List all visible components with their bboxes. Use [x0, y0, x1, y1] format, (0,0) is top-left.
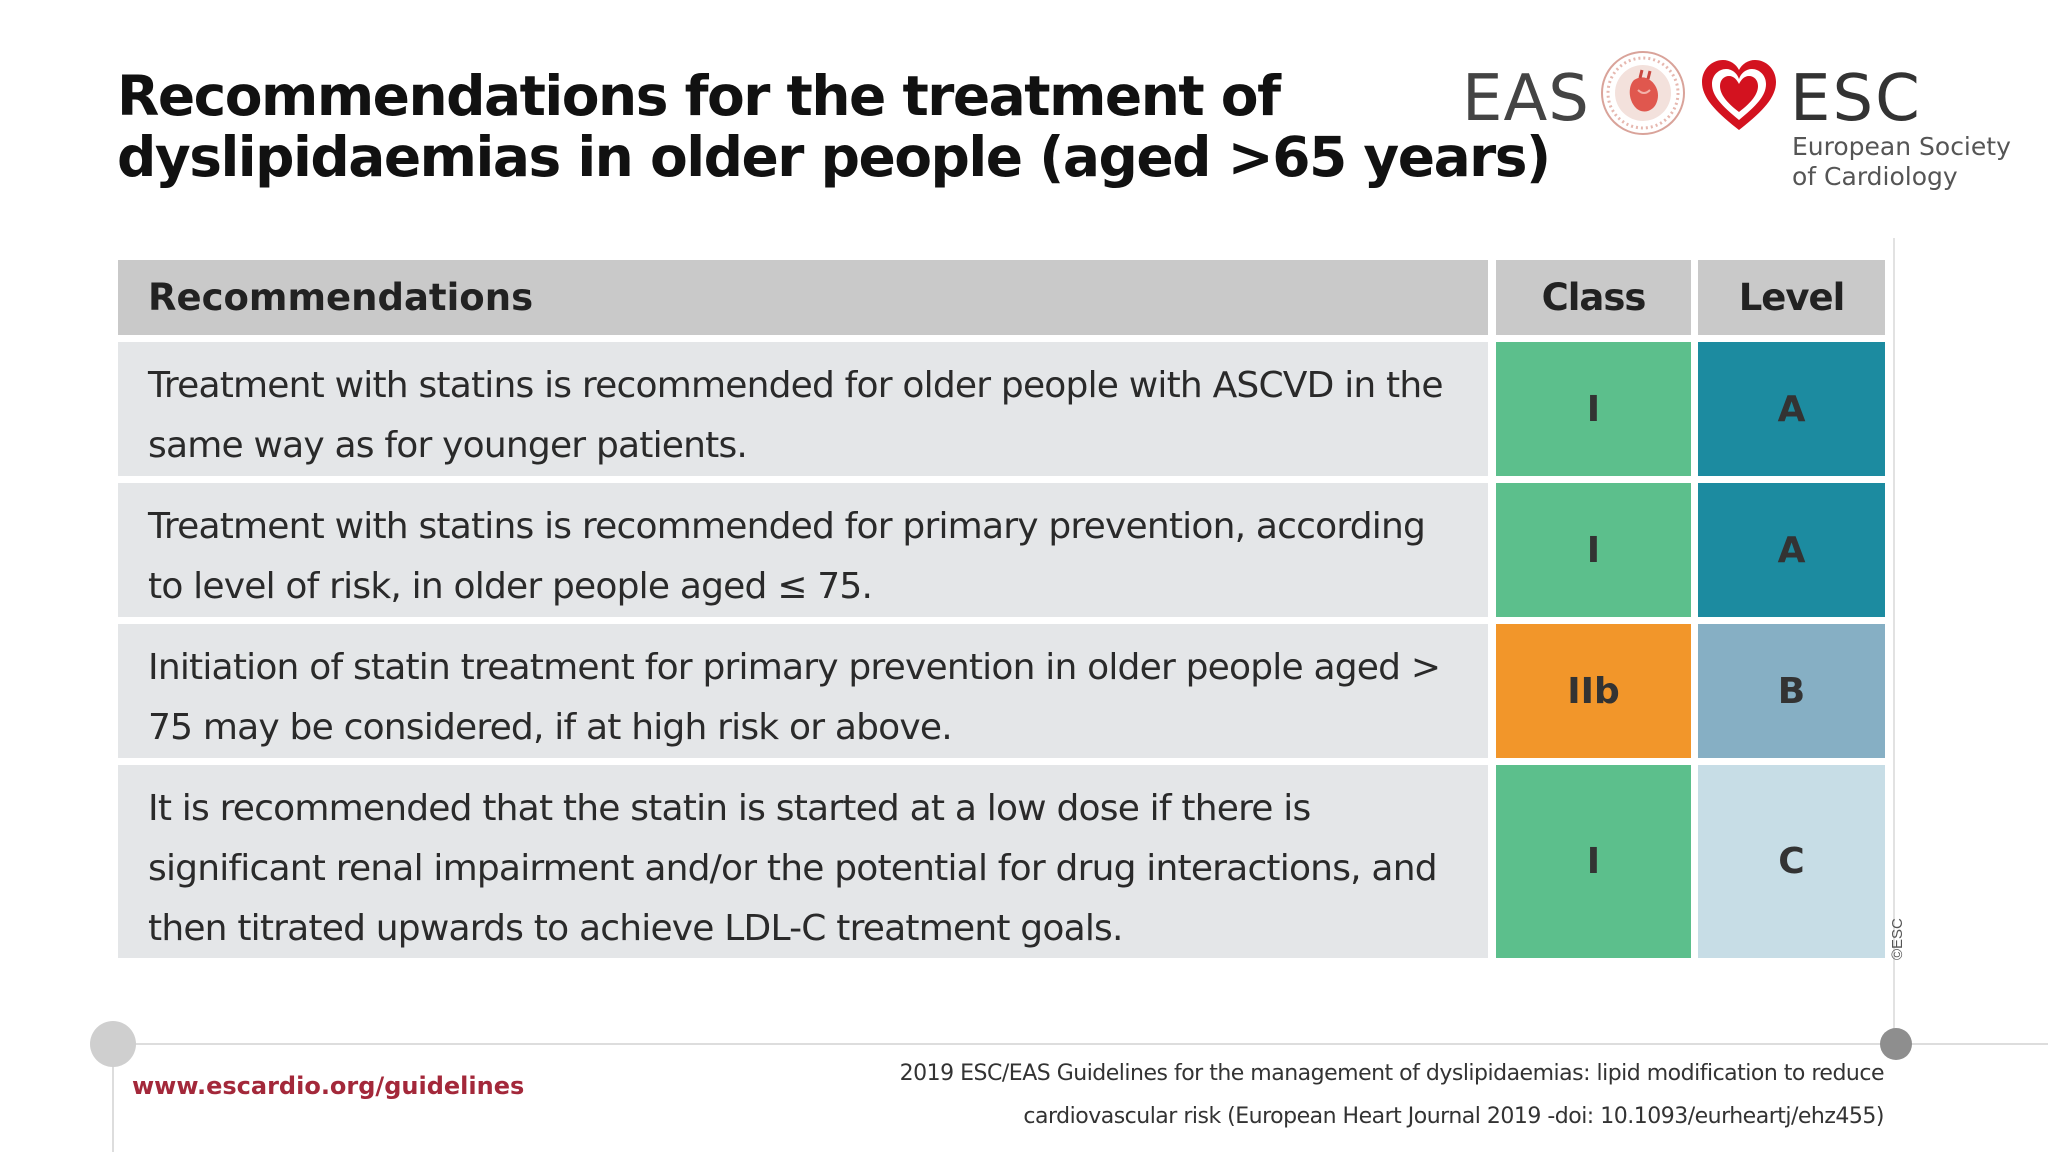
- esc-logo-text: ESC: [1790, 62, 1922, 136]
- class-cell: I: [1496, 765, 1691, 958]
- level-cell: C: [1698, 765, 1885, 958]
- class-cell: I: [1496, 483, 1691, 617]
- citation-line-1: 2019 ESC/EAS Guidelines for the manageme…: [899, 1061, 1885, 1086]
- esc-subtitle-line-1: European Society: [1792, 132, 2011, 161]
- citation-line-2: cardiovascular risk (European Heart Jour…: [1023, 1104, 1884, 1129]
- class-cell: IIb: [1496, 624, 1691, 758]
- logos: EAS ESC European Society of Cardiology: [1460, 48, 2020, 208]
- guidelines-link[interactable]: www.escardio.org/guidelines: [132, 1072, 525, 1100]
- recommendation-text: Treatment with statins is recommended fo…: [118, 342, 1488, 476]
- header-class: Class: [1496, 260, 1691, 335]
- esc-heart-icon: [1702, 60, 1776, 130]
- recommendation-text: It is recommended that the statin is sta…: [118, 765, 1488, 958]
- level-cell: A: [1698, 342, 1885, 476]
- footer-right-dot: [1880, 1028, 1912, 1060]
- level-cell: A: [1698, 483, 1885, 617]
- header-recommendations: Recommendations: [118, 260, 1488, 335]
- slide-title: Recommendations for the treatment of dys…: [117, 64, 1551, 189]
- recommendation-text: Initiation of statin treatment for prima…: [118, 624, 1488, 758]
- copyright-label: ©ESC: [1889, 918, 1906, 960]
- level-cell: B: [1698, 624, 1885, 758]
- recommendation-text: Treatment with statins is recommended fo…: [118, 483, 1488, 617]
- footer-left-dot: [90, 1021, 136, 1067]
- header-level: Level: [1698, 260, 1885, 335]
- slide-title-line-2: dyslipidaemias in older people (aged >65…: [117, 125, 1551, 189]
- class-cell: I: [1496, 342, 1691, 476]
- citation: 2019 ESC/EAS Guidelines for the manageme…: [840, 1052, 1885, 1138]
- right-divider: [1893, 238, 1895, 1040]
- eas-seal-icon: [1601, 51, 1685, 135]
- slide-title-line-1: Recommendations for the treatment of: [117, 64, 1281, 128]
- esc-subtitle: European Society of Cardiology: [1792, 132, 2032, 192]
- eas-logo-text: EAS: [1462, 62, 1590, 136]
- esc-subtitle-line-2: of Cardiology: [1792, 162, 1958, 191]
- footer-divider: [112, 1043, 2048, 1045]
- footer-left-line: [112, 1043, 114, 1152]
